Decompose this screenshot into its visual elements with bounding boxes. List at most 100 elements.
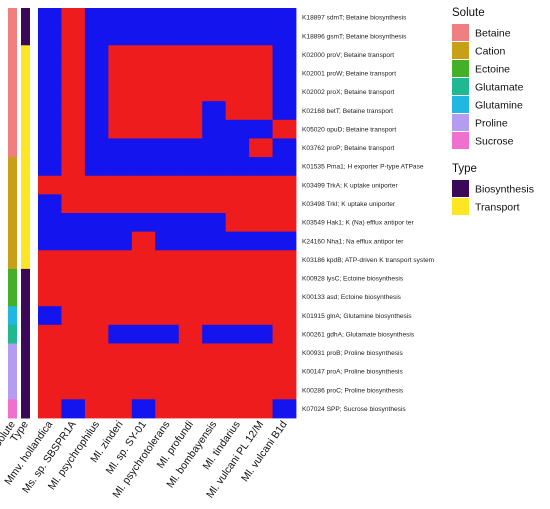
- heatmap-cell: [178, 306, 203, 326]
- heatmap-cell: [272, 138, 297, 158]
- solute-annotation-cell: [8, 213, 17, 233]
- solute-annotation-cell: [8, 268, 17, 289]
- row-label: K18897 sdmT; Betaine biosynthesis: [302, 15, 407, 22]
- heatmap-cell: [131, 268, 156, 288]
- heatmap-cell: [61, 287, 86, 307]
- heatmap-cell: [155, 306, 180, 326]
- heatmap-cell: [84, 157, 109, 177]
- heatmap-cell: [249, 231, 273, 251]
- type-annotation-cell: [21, 63, 30, 84]
- heatmap-cell: [249, 101, 273, 121]
- heatmap-cell: [131, 399, 156, 419]
- heatmap-cell: [131, 119, 156, 139]
- heatmap-cell: [178, 324, 203, 344]
- heatmap-cell: [272, 343, 297, 363]
- heatmap-cell: [249, 399, 273, 419]
- heatmap-cell: [61, 101, 86, 121]
- type-annotation-cell: [21, 268, 30, 289]
- type-annotation-cell: [21, 26, 30, 46]
- heatmap-cell: [155, 250, 180, 270]
- solute-annotation-cell: [8, 306, 17, 326]
- solute-annotation-cell: [8, 231, 17, 251]
- legend: Solute Betaine Cation Ectoine Glutamate Gluta…: [452, 7, 534, 215]
- heatmap-cell: [249, 306, 273, 326]
- solute-annotation-cell: [8, 250, 17, 270]
- solute-legend-swatch: [452, 60, 469, 77]
- heatmap-cell: [225, 45, 250, 65]
- solute-annotation-cell: [8, 157, 17, 177]
- heatmap-cell: [155, 119, 180, 139]
- type-annotation-cell: [21, 45, 30, 65]
- heatmap-cell: [38, 157, 62, 177]
- heatmap-cell: [249, 63, 273, 83]
- heatmap-cell: [84, 63, 109, 83]
- solute-annotation-cell: [8, 287, 17, 307]
- row-label: K05020 opuD; Betaine transport: [302, 126, 396, 133]
- heatmap-cell: [61, 138, 86, 158]
- heatmap-cell: [131, 250, 156, 270]
- heatmap-cell: [61, 8, 86, 28]
- heatmap-cell: [202, 362, 227, 382]
- heatmap-cell: [108, 175, 133, 195]
- heatmap-cell: [249, 45, 273, 65]
- heatmap-cell: [249, 362, 273, 382]
- heatmap-cell: [84, 138, 109, 158]
- heatmap-cell: [202, 287, 227, 307]
- heatmap-cell: [108, 8, 133, 28]
- heatmap-cell: [155, 231, 180, 251]
- heatmap-cell: [131, 63, 156, 83]
- heatmap-cell: [202, 343, 227, 363]
- heatmap-cell: [178, 287, 203, 307]
- heatmap-cell: [38, 250, 62, 270]
- heatmap-cell: [61, 250, 86, 270]
- solute-legend-label: Glutamate: [475, 82, 524, 94]
- type-legend-title: Type: [452, 163, 477, 175]
- heatmap-cell: [108, 324, 133, 344]
- heatmap-cell: [272, 26, 297, 46]
- heatmap-cell: [61, 63, 86, 83]
- heatmap-cell: [225, 231, 250, 251]
- heatmap-cell: [202, 157, 227, 177]
- heatmap-cell: [108, 82, 133, 102]
- heatmap-cell: [38, 101, 62, 121]
- heatmap-cell: [202, 26, 227, 46]
- heatmap-cell: [38, 213, 62, 233]
- heatmap-cell: [131, 157, 156, 177]
- heatmap-cell: [38, 138, 62, 158]
- heatmap-cell: [84, 362, 109, 382]
- solute-annotation-cell: [8, 26, 17, 46]
- heatmap-cell: [249, 8, 273, 28]
- row-label: K02001 proW; Betaine transport: [302, 71, 396, 78]
- heatmap-cell: [178, 8, 203, 28]
- solute-annotation-cell: [8, 194, 17, 214]
- heatmap-cell: [131, 101, 156, 121]
- heatmap-cell: [38, 343, 62, 363]
- heatmap-cell: [225, 82, 250, 102]
- heatmap-cell: [61, 157, 86, 177]
- heatmap-cell: [202, 213, 227, 233]
- solute-annotation-cell: [8, 101, 17, 121]
- heatmap-cell: [155, 362, 180, 382]
- row-label: K01915 glnA; Glutamine biosynthesis: [302, 313, 412, 320]
- heatmap-cell: [108, 399, 133, 419]
- row-label: K02168 betT; Betaine transport: [302, 108, 393, 115]
- solute-legend-swatch: [452, 114, 469, 131]
- heatmap-cell: [155, 268, 180, 288]
- solute-annotation-cell: [8, 8, 17, 28]
- solute-legend-label: Glutamine: [475, 100, 523, 112]
- heatmap-cell: [38, 324, 62, 344]
- heatmap-cell: [249, 175, 273, 195]
- heatmap-cell: [272, 306, 297, 326]
- heatmap-cell: [272, 250, 297, 270]
- type-annotation-cell: [21, 362, 30, 382]
- heatmap-cell: [225, 119, 250, 139]
- type-annotation-cell: [21, 399, 30, 419]
- heatmap-cell: [249, 268, 273, 288]
- heatmap-cell: [108, 306, 133, 326]
- solute-annotation-cell: [8, 175, 17, 195]
- heatmap-cell: [108, 26, 133, 46]
- heatmap-cell: [249, 250, 273, 270]
- type-legend-swatch: [452, 198, 469, 215]
